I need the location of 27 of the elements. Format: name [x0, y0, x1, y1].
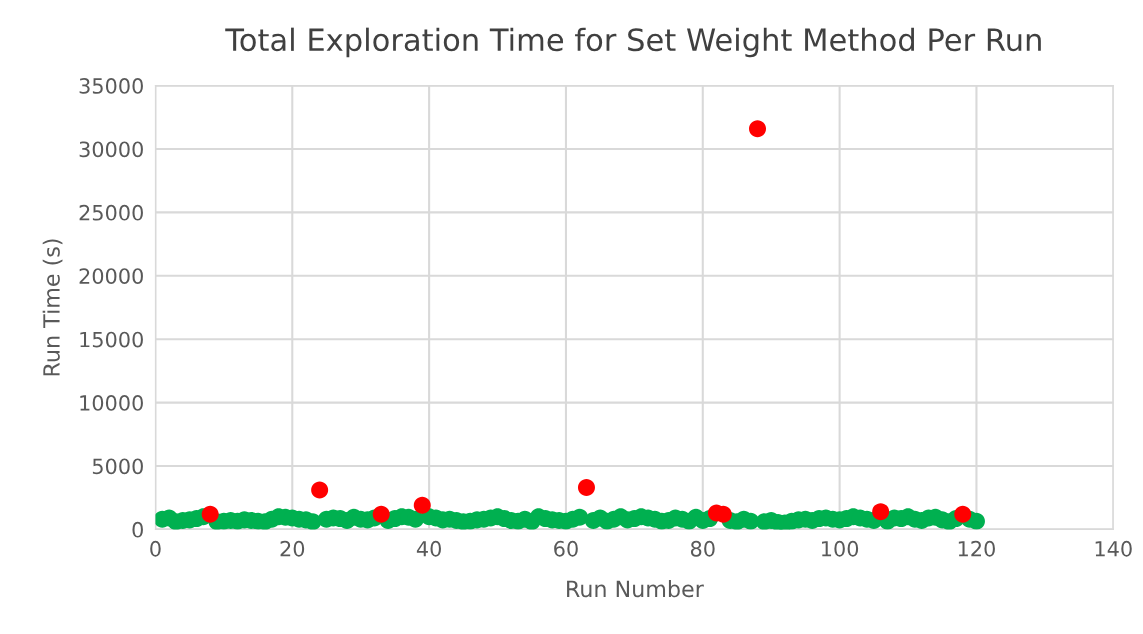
y-tick-label: 25000	[79, 204, 143, 221]
y-tick-label: 35000	[79, 78, 143, 94]
y-tick-label: 15000	[80, 331, 143, 348]
x-tick-label: 60	[554, 540, 578, 557]
x-tick-label: 20	[280, 540, 305, 557]
point	[413, 496, 431, 514]
y-tick-label: 30000	[79, 141, 143, 158]
y-tick-label: 20000	[79, 268, 143, 284]
point	[749, 120, 767, 138]
y-axis-title: Run Time (s)	[42, 239, 63, 376]
x-tick-label: 140	[1095, 540, 1132, 557]
point	[954, 505, 972, 523]
chart-title: Total Exploration Time for Set Weight Method Per Run	[225, 27, 1041, 58]
y-tick-label: 5000	[92, 458, 143, 475]
x-tick-label: 40	[416, 540, 441, 557]
point	[201, 505, 219, 523]
y-tick-label: 10000	[80, 395, 143, 411]
x-axis-title: Run Number	[567, 580, 704, 598]
point	[872, 503, 890, 521]
y-tick-label: 0	[132, 521, 143, 538]
x-tick-label: 0	[150, 540, 161, 557]
point	[577, 479, 595, 497]
x-tick-label: 100	[822, 540, 859, 557]
x-tick-label: 120	[958, 540, 995, 557]
point	[311, 481, 329, 499]
point	[372, 505, 390, 523]
x-tick-label: 80	[690, 540, 715, 557]
